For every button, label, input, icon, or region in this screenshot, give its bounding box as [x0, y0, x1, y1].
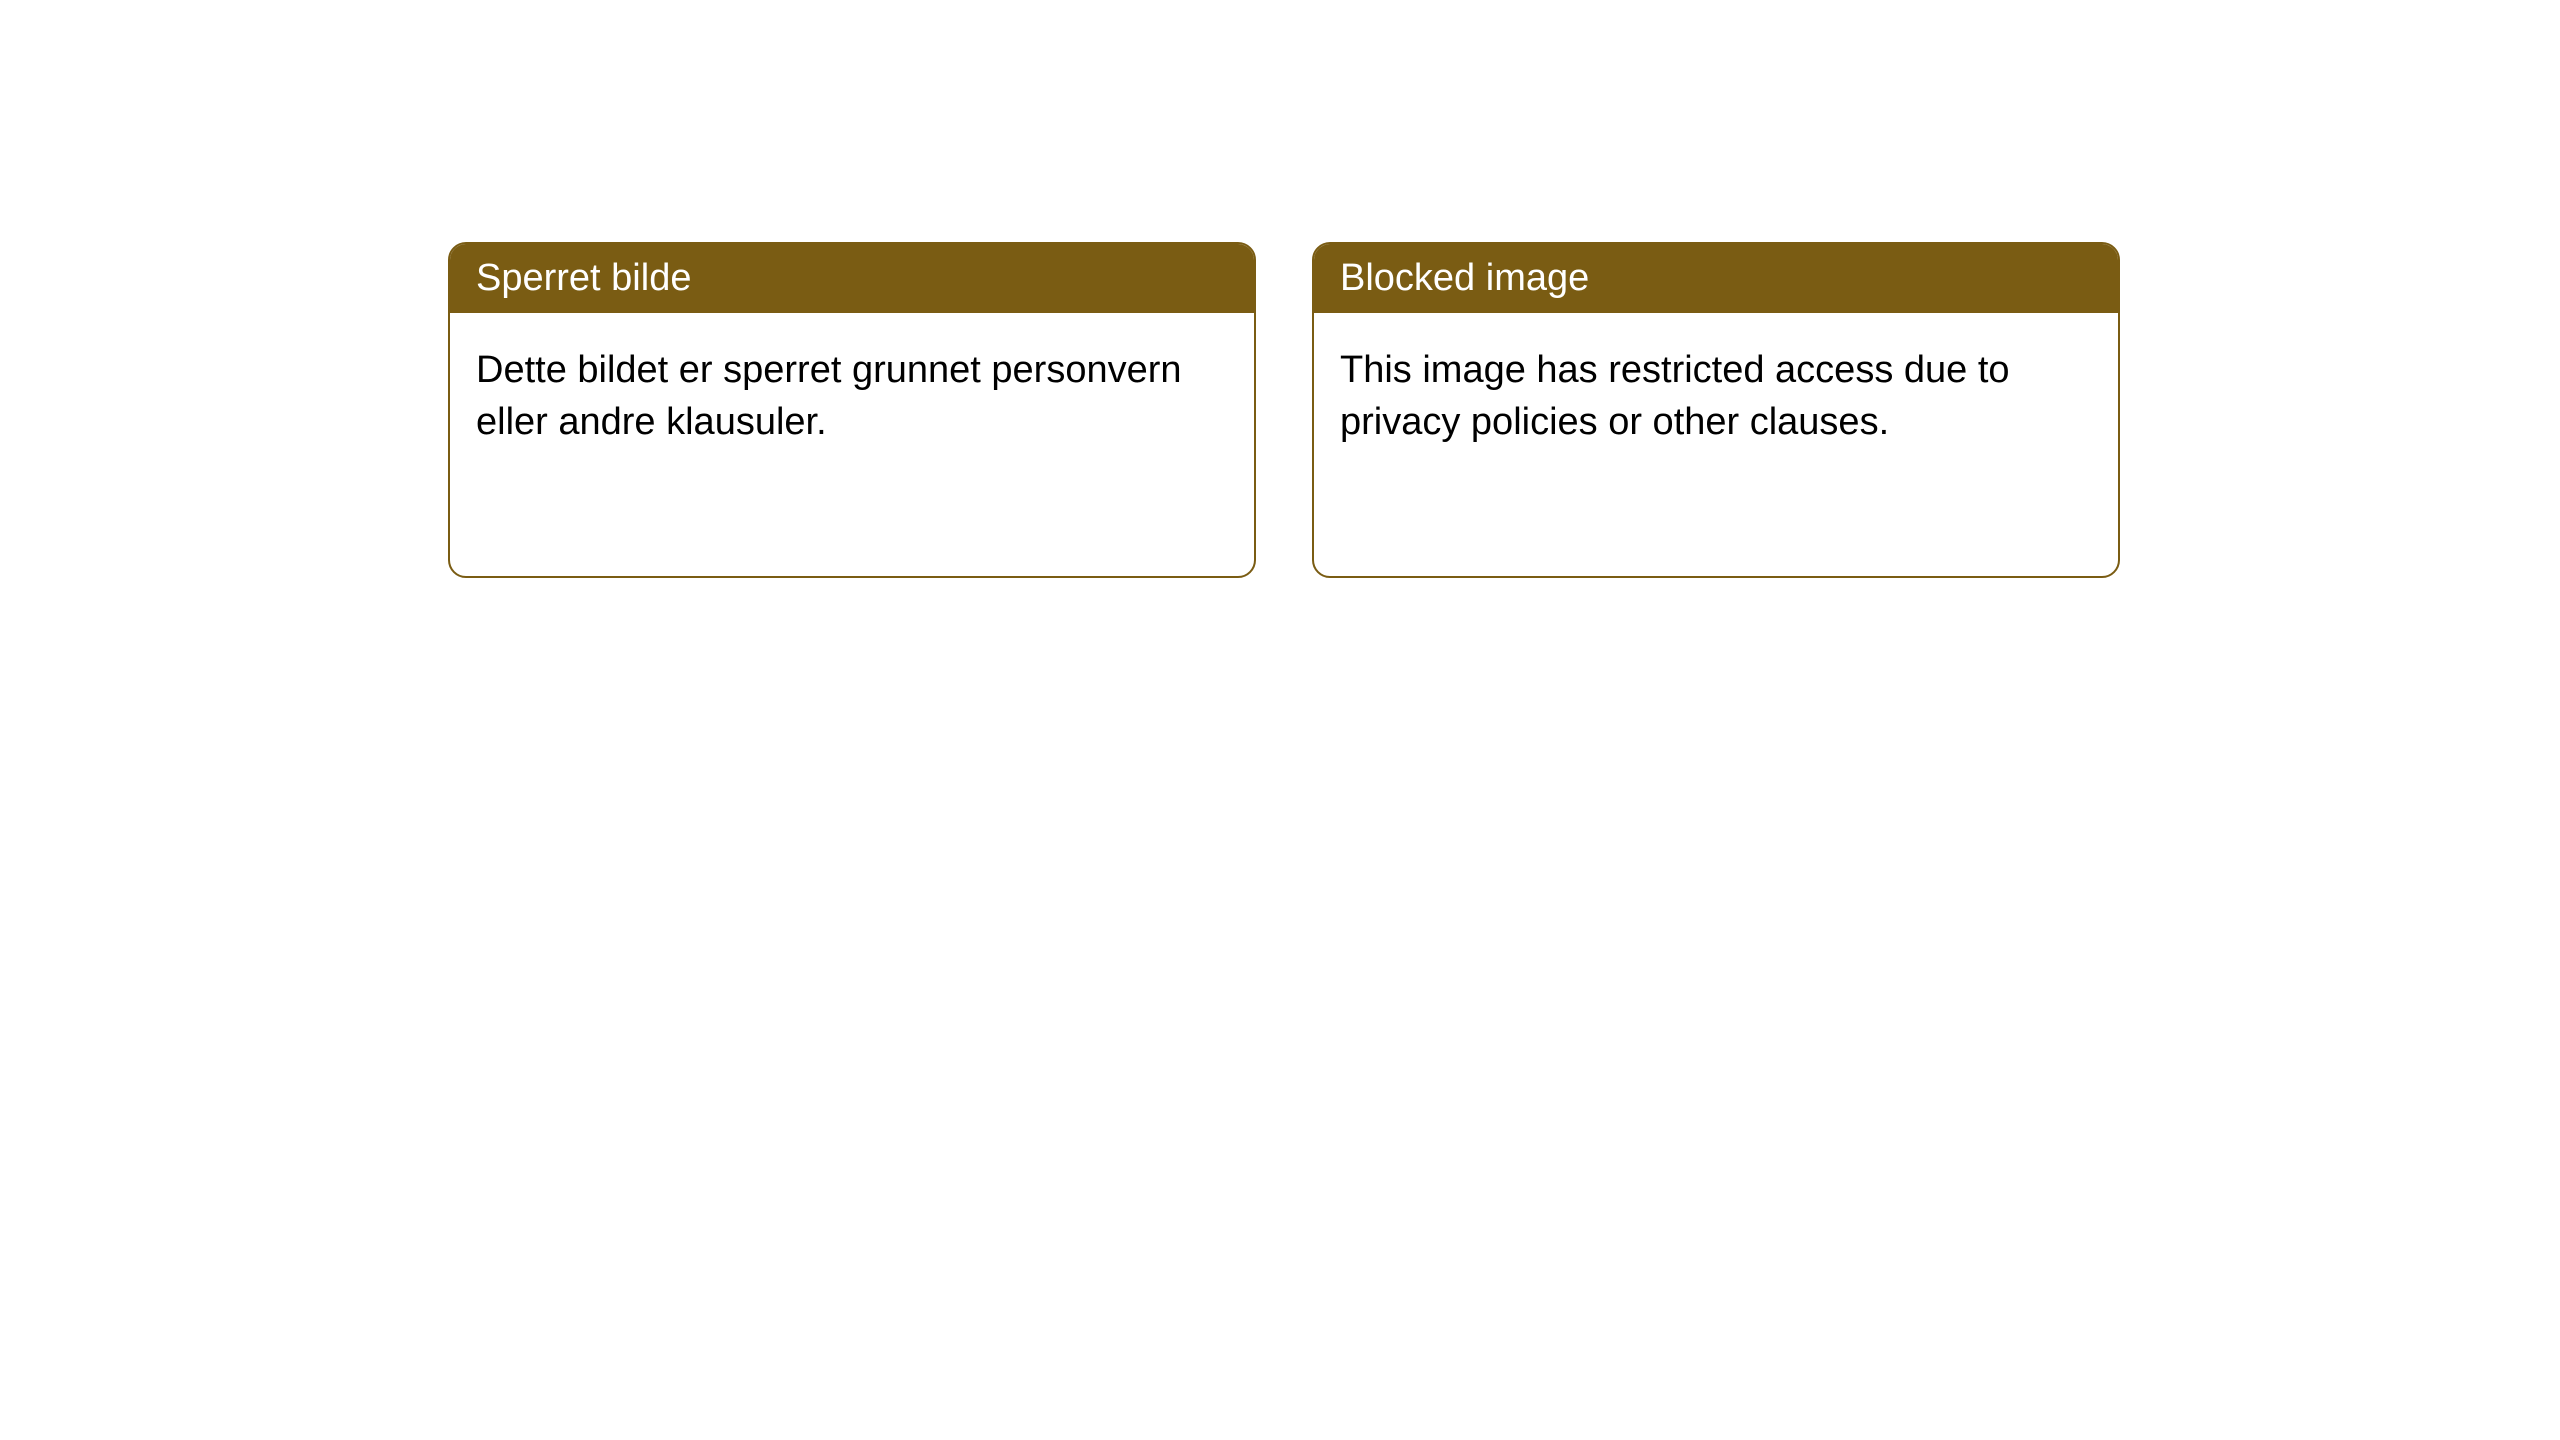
notice-header: Sperret bilde [450, 244, 1254, 313]
notice-container: Sperret bilde Dette bildet er sperret gr… [448, 242, 2120, 578]
notice-header: Blocked image [1314, 244, 2118, 313]
notice-card-norwegian: Sperret bilde Dette bildet er sperret gr… [448, 242, 1256, 578]
notice-card-english: Blocked image This image has restricted … [1312, 242, 2120, 578]
notice-body: Dette bildet er sperret grunnet personve… [450, 313, 1254, 480]
notice-body: This image has restricted access due to … [1314, 313, 2118, 480]
